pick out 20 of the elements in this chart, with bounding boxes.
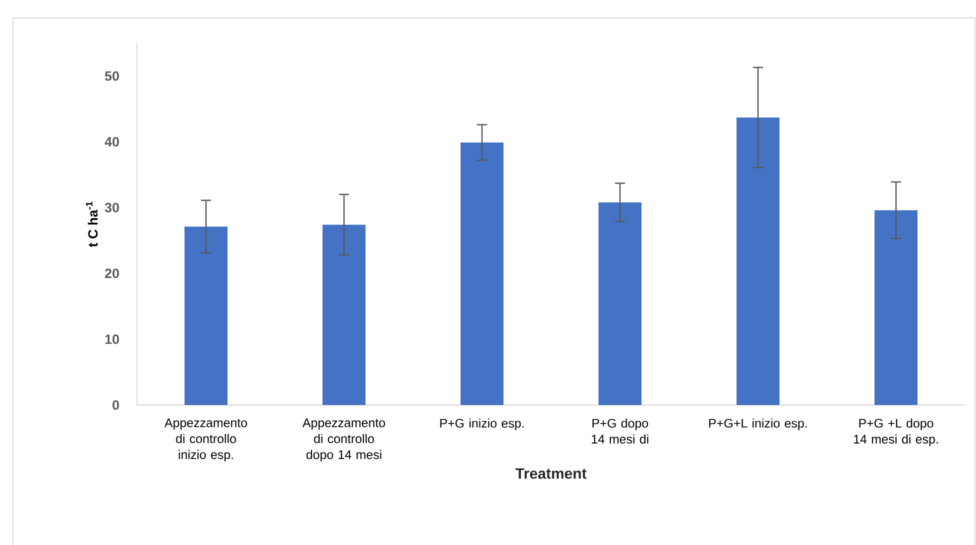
bar <box>184 226 228 405</box>
y-tick-label: 30 <box>104 202 119 212</box>
y-axis-title: t C ha$^{-1}$ <box>86 202 98 247</box>
x-axis-title: Treatment <box>515 468 587 479</box>
bar <box>460 142 504 405</box>
x-tick-label: P+G dopo 14 mesi di <box>592 418 648 444</box>
bar <box>874 210 918 405</box>
y-tick-label: 50 <box>104 71 119 81</box>
bar <box>322 224 366 405</box>
bar <box>598 202 642 405</box>
y-tick-label: 10 <box>105 334 119 344</box>
x-tick-label: Appezzamento di controllo inizio esp. <box>164 418 248 462</box>
y-tick-label: 20 <box>105 268 119 278</box>
y-tick-label: 40 <box>104 137 119 147</box>
y-tick-label: 0 <box>112 400 119 410</box>
x-tick-label: P+G+L inizio esp. <box>709 418 807 430</box>
x-tick-label: Appezzamento di controllo dopo 14 mesi <box>302 418 386 462</box>
x-tick-label: P+G +L dopo 14 mesi di esp. <box>854 418 938 446</box>
x-tick-label: P+G inizio esp. <box>440 418 524 430</box>
bar <box>736 117 780 405</box>
